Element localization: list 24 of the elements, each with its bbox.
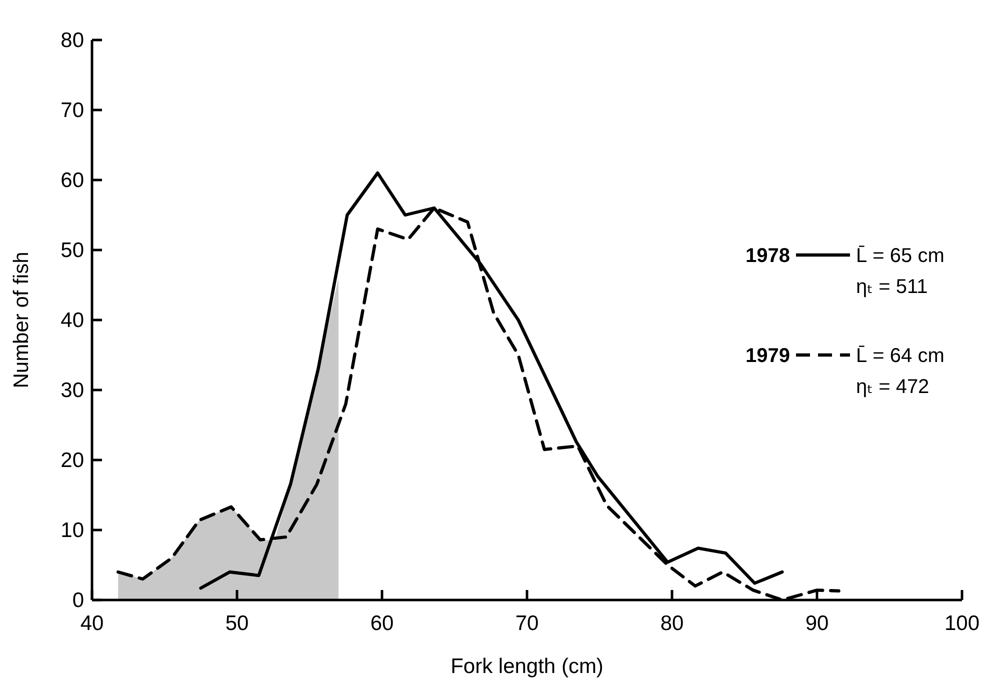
x-axis-title: Fork length (cm) [450, 655, 604, 678]
x-tick-label: 70 [515, 612, 539, 635]
x-tick-label: 50 [225, 612, 249, 635]
x-tick-label: 80 [660, 612, 684, 635]
x-tick-label: 40 [80, 612, 104, 635]
annotation: L̄ = 64 cm [856, 344, 944, 367]
y-tick-label: 70 [60, 99, 84, 122]
y-tick-label: 40 [60, 309, 84, 332]
annotation: L̄ = 65 cm [856, 244, 944, 267]
annotation: ηₜ = 511 [856, 276, 928, 298]
y-tick-label: 30 [60, 379, 84, 402]
y-axis-title: Number of fish [10, 252, 33, 388]
x-tick-label: 100 [944, 612, 980, 635]
y-tick-label: 60 [60, 169, 84, 192]
y-tick-label: 20 [60, 449, 84, 472]
x-tick-label: 60 [370, 612, 394, 635]
y-tick-label: 50 [60, 239, 84, 262]
x-tick-label: 90 [805, 612, 829, 635]
y-tick-label: 10 [60, 519, 84, 542]
y-tick-label: 80 [60, 29, 84, 52]
annotation: ηₜ = 472 [856, 376, 930, 398]
legend-label: 1978 [746, 245, 790, 267]
y-tick-label: 0 [72, 589, 84, 612]
legend-label: 1979 [746, 345, 790, 367]
